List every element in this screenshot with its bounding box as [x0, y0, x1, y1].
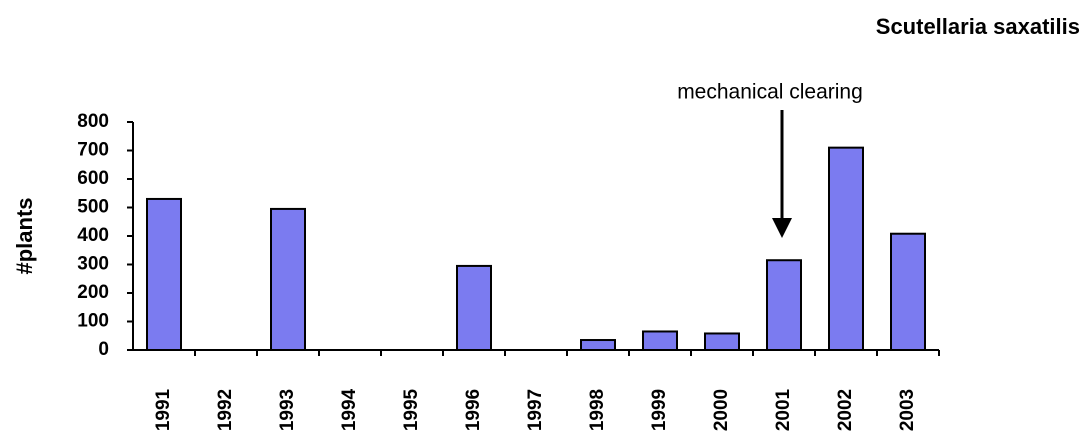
x-tick-label: 2001: [773, 388, 794, 431]
y-tick-label: 200: [77, 282, 109, 303]
x-tick-label: 1994: [339, 388, 360, 431]
bar: [828, 146, 864, 351]
y-tick-label: 100: [77, 311, 109, 332]
y-tick-label: 0: [98, 339, 109, 360]
bar: [456, 264, 492, 351]
y-tick-label: 800: [77, 111, 109, 132]
bar: [704, 332, 740, 352]
bar: [270, 207, 306, 351]
x-tick-label: 2000: [711, 389, 732, 431]
x-tick-label: 1999: [649, 389, 670, 431]
x-tick-label: 2003: [897, 389, 918, 431]
bar: [890, 232, 926, 351]
y-axis-label: #plants: [12, 197, 37, 274]
x-tick-label: 2002: [835, 389, 856, 431]
x-tick-label: 1995: [401, 388, 422, 431]
bar: [642, 330, 678, 352]
x-tick-label: 1996: [463, 389, 484, 431]
y-tick-label: 300: [77, 254, 109, 275]
x-tick-label: 1992: [215, 389, 236, 431]
bar: [766, 259, 802, 352]
chart-title: Scutellaria saxatilis: [876, 14, 1080, 39]
x-tick-label: 1991: [153, 388, 174, 431]
annotation-arrowhead: [772, 218, 792, 238]
bar: [580, 339, 616, 351]
y-tick-label: 400: [77, 225, 109, 246]
annotation: mechanical clearing: [677, 81, 863, 104]
x-tick-label: 1993: [277, 389, 298, 431]
bar: [146, 197, 182, 351]
y-tick-label: 600: [77, 168, 109, 189]
y-tick-label: 500: [77, 197, 109, 218]
y-tick-label: 700: [77, 140, 109, 161]
x-tick-label: 1997: [525, 389, 546, 431]
x-tick-label: 1998: [587, 389, 608, 431]
